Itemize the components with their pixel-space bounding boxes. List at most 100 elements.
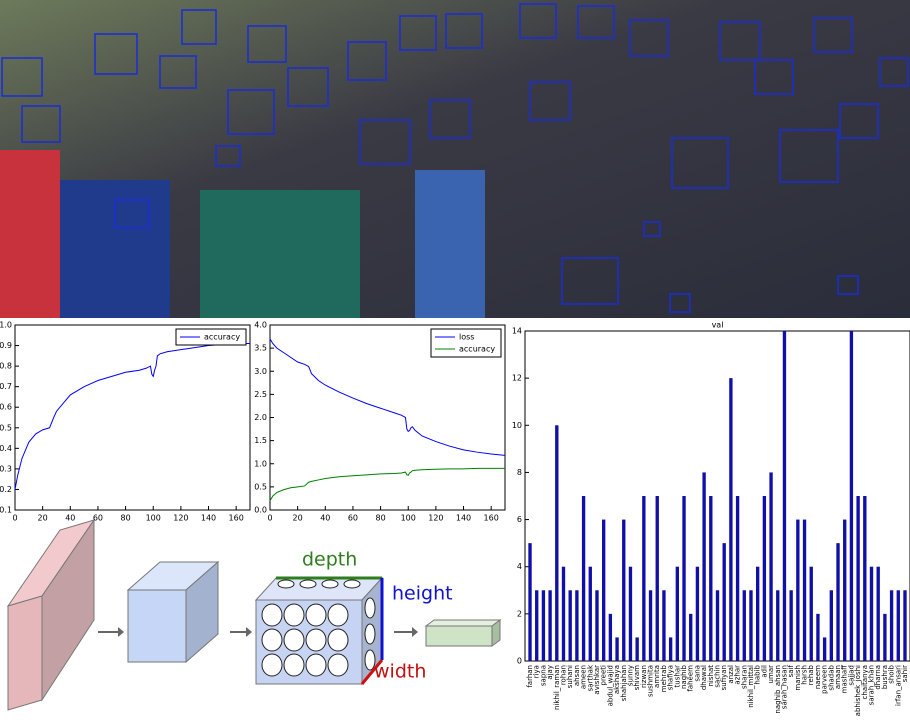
x-tick-label: sarah_hasan (780, 665, 788, 709)
bar (715, 590, 720, 661)
x-tick-label: nikhil_mittal (747, 665, 755, 708)
x-tick-label: nikhil_raman (553, 665, 561, 710)
bar (863, 496, 867, 661)
bar (756, 566, 760, 661)
bar (528, 543, 532, 661)
y-tick-label: 0.7 (0, 382, 12, 391)
x-tick-label: rehab (807, 664, 815, 685)
x-tick-label: 140 (201, 514, 216, 523)
x-tick-label: azhar (734, 665, 742, 685)
bar (762, 496, 767, 661)
x-tick-label: rizwan (640, 665, 648, 688)
bar (843, 519, 847, 661)
x-tick-label: saif (787, 664, 795, 677)
x-tick-label: 40 (65, 514, 75, 523)
y-tick-label: 10 (512, 421, 522, 430)
bar (822, 637, 827, 661)
x-tick-label: 100 (401, 514, 416, 523)
bar (588, 566, 592, 661)
y-tick-label: 3.0 (254, 367, 267, 376)
bar (668, 637, 673, 661)
photo (0, 0, 910, 318)
legend (175, 328, 247, 346)
x-tick-label: 100 (146, 514, 161, 523)
plot-frame (14, 324, 251, 511)
x-tick-label: adil (760, 665, 768, 678)
x-tick-label: shadab (827, 664, 835, 690)
x-tick-label: irfan_ansari (894, 665, 902, 706)
x-tick-label: ahsan (573, 665, 581, 686)
x-tick-label: ameen (580, 665, 588, 689)
bar (535, 590, 539, 661)
bar (836, 543, 840, 661)
x-tick-label: chaitanya (861, 665, 869, 699)
y-tick-label: 0.4 (0, 444, 12, 453)
bar (568, 590, 572, 661)
x-tick-label: 120 (428, 514, 443, 523)
y-tick-label: 0.6 (0, 403, 12, 412)
label: depth (302, 549, 357, 571)
x-tick-label: suhani (566, 665, 574, 688)
x-tick-label: 40 (320, 514, 330, 523)
x-tick-label: 0 (267, 514, 272, 523)
x-tick-label: sapna (539, 665, 547, 686)
label: width (374, 661, 426, 683)
legend-label: loss (459, 333, 474, 342)
x-tick-label: sushmita (647, 665, 655, 697)
bar (575, 590, 579, 661)
y-tick-label: 0.8 (0, 362, 12, 371)
x-tick-label: 160 (229, 514, 244, 523)
x-tick-label: sachin (714, 665, 722, 688)
bar (635, 637, 639, 661)
bar (796, 519, 800, 661)
bar (802, 519, 807, 661)
bar (789, 590, 793, 661)
line (269, 338, 506, 456)
y-tick-label: 2 (517, 609, 522, 618)
x-tick-label: abdul_wajid (606, 665, 614, 706)
bar (595, 590, 599, 661)
x-tick-label: parveen (821, 665, 829, 694)
x-tick-label: shafiya (667, 665, 675, 690)
bar (769, 472, 773, 661)
bar (889, 590, 894, 661)
y-tick-label: 4.0 (254, 321, 267, 330)
bar (735, 496, 740, 661)
y-tick-label: 0.0 (254, 506, 267, 515)
y-tick-label: 8 (517, 468, 522, 477)
x-tick-label: naghib_ahsan (774, 665, 782, 714)
x-tick-label: sufiyan (720, 665, 728, 690)
y-tick-label: 12 (512, 374, 522, 383)
bar (655, 496, 659, 661)
bar (689, 613, 693, 661)
x-tick-label: ajay (546, 665, 554, 680)
y-tick-label: 1.5 (254, 436, 267, 445)
x-tick-label: 140 (456, 514, 471, 523)
line (269, 467, 505, 502)
x-tick-label: amrita (653, 665, 661, 688)
bar (602, 519, 606, 661)
x-tick-label: rohan (560, 665, 568, 685)
x-tick-label: faheem (687, 665, 695, 692)
bar (856, 496, 860, 661)
x-tick-label: shahjahan (620, 665, 628, 701)
x-tick-label: 120 (173, 514, 188, 523)
x-tick-label: preeti (600, 665, 608, 686)
x-tick-label: naeem (814, 665, 822, 689)
x-tick-label: dharna (874, 665, 882, 690)
y-tick-label: 1.0 (254, 459, 267, 468)
y-tick-label: 14 (512, 327, 522, 336)
x-tick-label: mashaff (841, 665, 849, 693)
x-tick-label: mehrab (660, 664, 668, 692)
bar (903, 590, 907, 661)
x-tick-label: anzal (727, 665, 735, 684)
x-tick-label: 60 (348, 514, 358, 523)
y-tick-label: 0.2 (0, 485, 12, 494)
x-tick-label: tushar (673, 665, 681, 688)
bar (729, 378, 733, 661)
y-tick-label: 0.3 (0, 464, 12, 473)
x-tick-label: shoib (888, 664, 896, 683)
bar (782, 331, 787, 661)
y-tick-label: 1.0 (0, 321, 12, 330)
bar (896, 590, 900, 661)
